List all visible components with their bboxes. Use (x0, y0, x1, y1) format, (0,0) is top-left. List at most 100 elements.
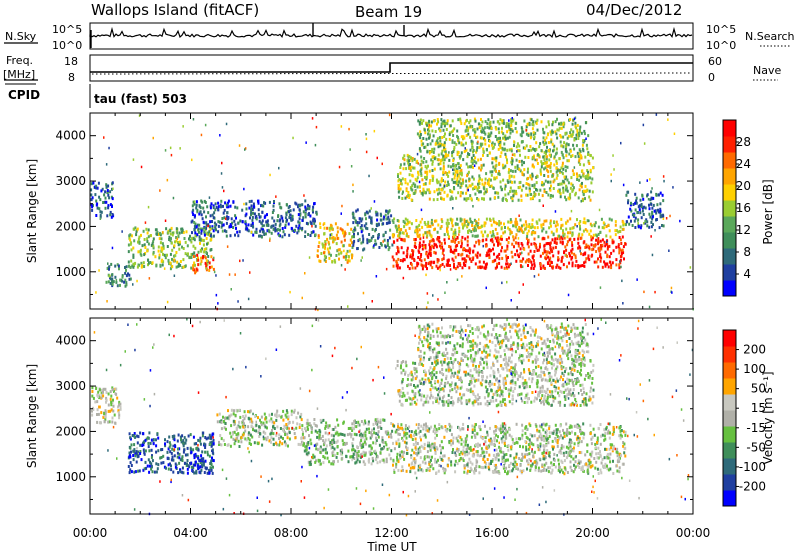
heatmap-cell (569, 131, 572, 135)
heatmap-cell (545, 230, 548, 234)
heatmap-cell (368, 215, 371, 219)
heatmap-cell (251, 215, 254, 219)
heatmap-cell (212, 459, 215, 463)
heatmap-cell (129, 446, 132, 450)
heatmap-cell (551, 238, 554, 242)
heatmap-cell (453, 236, 456, 240)
heatmap-cell (464, 129, 467, 133)
heatmap-cell (403, 434, 405, 438)
heatmap-cell (654, 209, 657, 213)
heatmap-cell (492, 145, 495, 149)
heatmap-cell (428, 152, 431, 155)
heatmap-cell (650, 220, 653, 224)
heatmap-cell (507, 180, 510, 184)
heatmap-cell (150, 467, 153, 471)
heatmap-cell (553, 148, 556, 152)
heatmap-cell (320, 420, 323, 424)
heatmap-cell (355, 209, 358, 213)
heatmap-cell (643, 290, 645, 294)
heatmap-cell (599, 245, 602, 249)
heatmap-cell (403, 239, 406, 243)
heatmap-cell (431, 223, 434, 227)
heatmap-cell (391, 429, 394, 433)
heatmap-cell (272, 227, 275, 231)
heatmap-cell (336, 249, 339, 253)
heatmap-cell (115, 280, 118, 284)
heatmap-cell (410, 263, 413, 267)
heatmap-cell (533, 264, 536, 268)
heatmap-cell (476, 146, 479, 150)
heatmap-cell (159, 231, 161, 235)
heatmap-cell (414, 229, 417, 233)
heatmap-cell (386, 430, 389, 433)
heatmap-cell (426, 143, 429, 147)
heatmap-cell (220, 221, 223, 225)
heatmap-cell (527, 447, 530, 451)
heatmap-cell (615, 229, 618, 233)
heatmap-cell (577, 234, 580, 238)
heatmap-cell (259, 418, 261, 422)
heatmap-cell (598, 208, 601, 212)
heatmap-cell (622, 183, 625, 187)
heatmap-cell (111, 416, 114, 420)
heatmap-cell (549, 221, 552, 225)
heatmap-cell (576, 178, 579, 181)
heatmap-cell (365, 437, 368, 441)
heatmap-cell (437, 236, 439, 239)
heatmap-cell (504, 193, 507, 197)
heatmap-cell (331, 441, 334, 445)
heatmap-cell (585, 143, 588, 147)
heatmap-cell (113, 390, 115, 393)
heatmap-cell (558, 190, 561, 194)
heatmap-cell (516, 253, 519, 257)
heatmap-cell (610, 173, 612, 176)
heatmap-cell (584, 184, 587, 188)
heatmap-cell (538, 145, 541, 149)
heatmap-cell (127, 264, 130, 268)
heatmap-cell (202, 462, 205, 466)
heatmap-cell (197, 456, 200, 460)
heatmap-cell (279, 228, 281, 232)
heatmap-cell (170, 451, 173, 455)
heatmap-cell (505, 238, 508, 242)
heatmap-cell (473, 185, 476, 189)
heatmap-cell (636, 211, 639, 215)
heatmap-cell (542, 140, 545, 144)
heatmap-cell (670, 286, 673, 290)
heatmap-cell (552, 445, 555, 449)
heatmap-cell (365, 133, 367, 136)
heatmap-cell (588, 219, 590, 223)
heatmap-cell (526, 234, 529, 238)
heatmap-cell (212, 438, 215, 442)
heatmap-cell (264, 431, 267, 435)
heatmap-cell (362, 237, 365, 241)
heatmap-cell (472, 165, 474, 169)
heatmap-cell (359, 443, 362, 447)
heatmap-cell (229, 225, 231, 229)
heatmap-cell (465, 249, 467, 253)
heatmap-cell (99, 215, 102, 219)
heatmap-cell (405, 189, 408, 193)
heatmap-cell (575, 172, 578, 176)
heatmap-cell (365, 150, 368, 154)
heatmap-cell (353, 457, 356, 460)
heatmap-cell (408, 196, 411, 199)
heatmap-cell (601, 226, 604, 230)
heatmap-cell (225, 203, 228, 207)
heatmap-cell (450, 165, 452, 169)
heatmap-cell (196, 208, 199, 212)
heatmap-cell (499, 154, 502, 158)
heatmap-cell (353, 422, 356, 426)
heatmap-cell (213, 211, 216, 215)
heatmap-cell (458, 141, 461, 145)
heatmap-cell (327, 240, 330, 244)
heatmap-cell (409, 179, 412, 183)
heatmap-cell (421, 225, 424, 229)
heatmap-cell (508, 176, 511, 180)
heatmap-cell (556, 117, 558, 121)
heatmap-cell (198, 204, 201, 208)
heatmap-cell (485, 462, 488, 465)
heatmap-cell (192, 448, 195, 452)
heatmap-cell (319, 437, 322, 440)
heatmap-cell (651, 253, 654, 257)
